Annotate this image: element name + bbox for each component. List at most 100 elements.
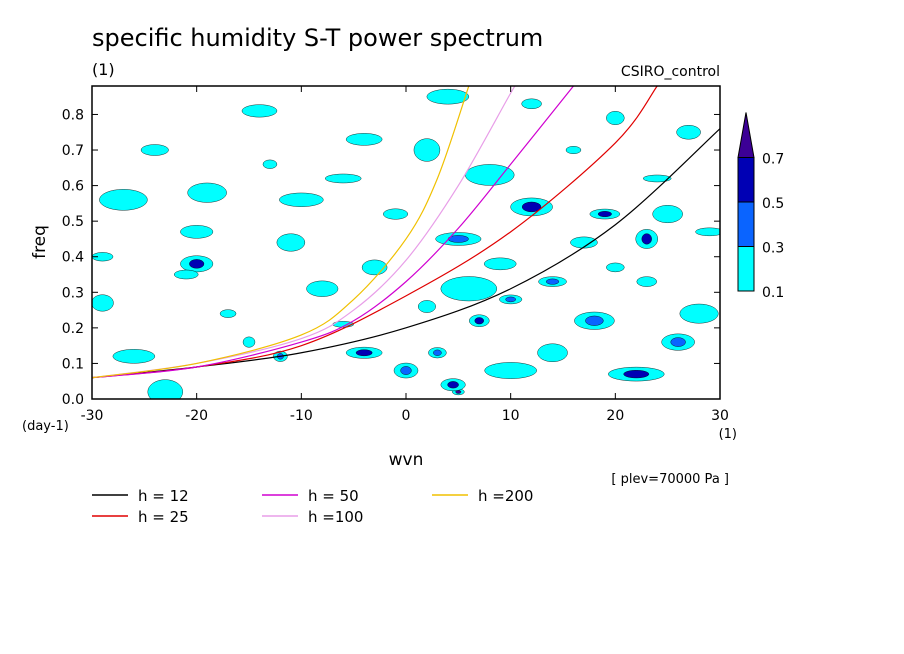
spectrum-patch-core bbox=[521, 201, 542, 213]
dispersion-curves bbox=[92, 86, 720, 379]
spectrum-patch bbox=[279, 192, 324, 207]
y-axis-units: (day-1) bbox=[22, 419, 69, 434]
y-tick-label: 0.5 bbox=[62, 214, 84, 230]
spectrum-patch bbox=[484, 257, 517, 271]
spectrum-patch bbox=[465, 164, 515, 186]
spectrum-patch bbox=[140, 144, 169, 156]
spectrum-patch bbox=[652, 205, 683, 223]
x-axis-label: wvn bbox=[389, 450, 424, 470]
spectrum-patch bbox=[417, 300, 436, 313]
spectrum-patch bbox=[241, 104, 278, 118]
spectrum-patch bbox=[262, 159, 278, 169]
spectrum-patch bbox=[643, 174, 672, 183]
level-note: [ plev=70000 Pa ] bbox=[611, 472, 729, 487]
x-tick-label: 10 bbox=[502, 408, 520, 424]
spectrum-patch bbox=[173, 269, 199, 280]
spectrum-patch bbox=[606, 262, 625, 273]
spectrum-patch-core bbox=[597, 211, 612, 217]
spectrum-patch bbox=[92, 252, 114, 262]
spectrum-patch bbox=[276, 233, 306, 252]
y-axis-label: freq bbox=[30, 225, 50, 259]
colorbar-triangle bbox=[737, 112, 755, 158]
spectrum-patch-core bbox=[433, 349, 442, 356]
spectrum-patch bbox=[325, 173, 362, 184]
spectrum-patch bbox=[426, 88, 470, 105]
spectrum-patch bbox=[242, 336, 256, 348]
spectrum-patch-core bbox=[505, 296, 516, 303]
x-tick-label: 20 bbox=[606, 408, 624, 424]
y-tick-label: 0.4 bbox=[62, 250, 84, 266]
spectrum-patch bbox=[679, 303, 719, 324]
x-axis-ticks: -30 -20 -10 0 10 20 30 bbox=[81, 86, 729, 424]
spectrum-patch bbox=[92, 294, 114, 312]
legend-label: h = 50 bbox=[308, 487, 359, 505]
spectrum-patch bbox=[219, 309, 237, 318]
colorbar-label: 0.5 bbox=[762, 196, 784, 212]
spectrum-patch bbox=[345, 133, 383, 146]
spectrum-patch bbox=[676, 125, 701, 140]
x-tick-label: -20 bbox=[185, 408, 208, 424]
spectrum-patch-core bbox=[585, 315, 604, 326]
y-axis-ticks: 0.0 0.1 0.2 0.3 0.4 0.5 0.6 0.7 0.8 bbox=[62, 107, 720, 408]
colorbar-label: 0.1 bbox=[762, 285, 784, 301]
y-tick-label: 0.1 bbox=[62, 356, 84, 372]
colorbar-segment bbox=[737, 246, 755, 292]
spectrum-patch bbox=[636, 276, 657, 287]
spectrum-patch-core bbox=[400, 366, 412, 375]
spectrum-patch-core bbox=[670, 337, 686, 347]
spectrum-patch-core bbox=[623, 370, 650, 379]
dispersion-curve-h200 bbox=[92, 86, 470, 379]
spectrum-patch-core bbox=[641, 233, 652, 245]
spectrum-patch-core bbox=[189, 259, 205, 269]
spectrum-patch bbox=[537, 343, 568, 362]
x-tick-label: -10 bbox=[290, 408, 313, 424]
legend-label: h = 12 bbox=[138, 487, 189, 505]
spectrum-patch bbox=[180, 225, 214, 239]
chart-title: specific humidity S-T power spectrum bbox=[92, 24, 543, 52]
spectrum-patch bbox=[361, 259, 388, 276]
colorbar: 0.1 0.3 0.5 0.7 bbox=[737, 112, 784, 301]
spectrum-patch bbox=[112, 349, 156, 364]
spectrum-patch bbox=[521, 98, 542, 109]
spectrum-patch bbox=[187, 182, 227, 203]
spectrum-patch-core bbox=[546, 278, 560, 285]
spectrum-patch bbox=[484, 362, 537, 379]
x-tick-label: 30 bbox=[711, 408, 729, 424]
y-tick-label: 0.2 bbox=[62, 321, 84, 337]
spectrum-patch bbox=[306, 280, 339, 297]
spectrum-patches bbox=[92, 88, 720, 399]
colorbar-segment bbox=[737, 157, 755, 203]
title-units: (1) bbox=[92, 60, 115, 79]
spectrum-patch-core bbox=[474, 317, 484, 325]
legend: h = 12 h = 25 h = 50 h =100 h =200 bbox=[92, 487, 533, 526]
spectrum-patch bbox=[147, 379, 183, 399]
spectrum-patch bbox=[413, 138, 441, 162]
x-axis-units: (1) bbox=[719, 427, 737, 442]
model-label: CSIRO_control bbox=[621, 64, 720, 80]
spectrum-patch bbox=[383, 208, 408, 220]
x-tick-label: -30 bbox=[81, 408, 104, 424]
spectrum-patch-core bbox=[355, 349, 373, 357]
spectrum-patch bbox=[99, 189, 148, 211]
colorbar-label: 0.3 bbox=[762, 241, 784, 257]
x-tick-label: 0 bbox=[402, 408, 411, 424]
dispersion-curve-h50 bbox=[92, 86, 574, 379]
legend-label: h =100 bbox=[308, 508, 363, 526]
spectrum-patch bbox=[565, 146, 582, 154]
spectrum-patch-core bbox=[447, 381, 459, 389]
y-tick-label: 0.8 bbox=[62, 107, 84, 123]
spectrum-patch bbox=[440, 276, 497, 302]
plot-area bbox=[92, 86, 720, 399]
spectrum-patch bbox=[570, 236, 598, 249]
spectrum-patch bbox=[695, 227, 720, 237]
legend-label: h = 25 bbox=[138, 508, 189, 526]
y-tick-label: 0.6 bbox=[62, 179, 84, 195]
colorbar-segment bbox=[737, 201, 755, 247]
spectrum-patch bbox=[606, 111, 625, 125]
y-tick-label: 0.7 bbox=[62, 143, 84, 159]
y-tick-label: 0.0 bbox=[62, 392, 84, 408]
colorbar-label: 0.7 bbox=[762, 152, 784, 168]
y-tick-label: 0.3 bbox=[62, 285, 84, 301]
legend-label: h =200 bbox=[478, 487, 533, 505]
